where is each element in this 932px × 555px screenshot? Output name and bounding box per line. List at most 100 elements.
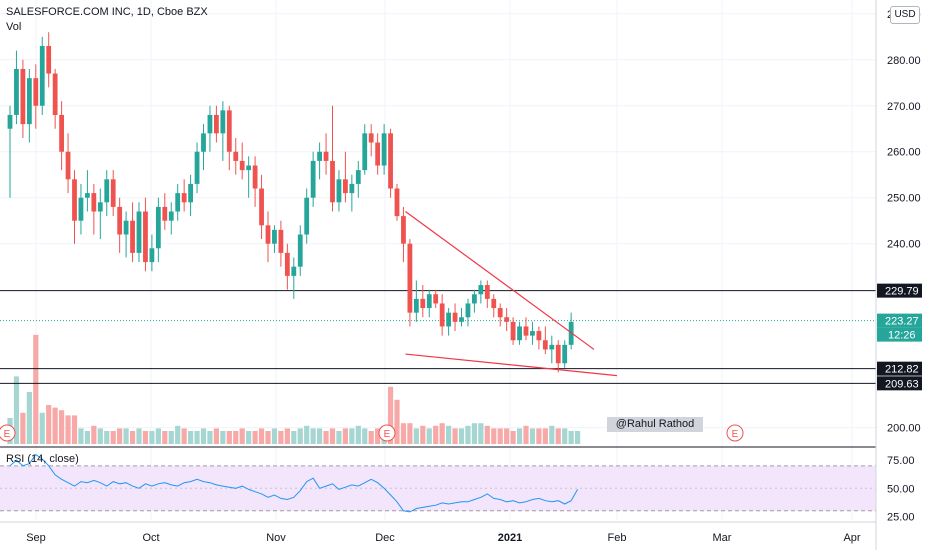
volume-bar	[529, 428, 536, 444]
candle-body	[162, 206, 168, 221]
earnings-marker-label: E	[732, 429, 739, 440]
candle-body	[375, 142, 381, 166]
candle-body	[207, 114, 213, 134]
volume-bar	[516, 428, 523, 444]
volume-bar	[317, 428, 323, 444]
volume-bar	[355, 425, 361, 444]
earnings-marker-label: E	[384, 429, 391, 440]
x-tick-label: Apr	[843, 532, 860, 544]
volume-bar	[265, 431, 271, 444]
candle-body	[362, 133, 368, 171]
candle-body	[530, 331, 535, 336]
candle-body	[14, 68, 19, 115]
volume-bar	[478, 423, 484, 444]
volume-bar	[258, 428, 265, 444]
volume-bar	[252, 431, 258, 444]
volume-bar	[123, 428, 129, 444]
volume-bar	[278, 431, 284, 444]
volume-bar	[84, 431, 90, 444]
rsi-label: RSI (14, close)	[6, 453, 79, 465]
candle-body	[168, 211, 174, 221]
volume-bar	[207, 431, 213, 444]
candle-body	[130, 220, 135, 253]
volume-bar	[471, 423, 477, 444]
candle-body	[504, 317, 510, 322]
candle-body	[175, 193, 181, 212]
volume-bar	[291, 431, 297, 444]
candle-body	[26, 78, 32, 125]
candle-body	[272, 229, 277, 244]
x-tick-label: 2021	[498, 532, 522, 544]
rsi-series-line	[9, 453, 579, 513]
candle-body	[562, 344, 568, 364]
candle-body	[343, 179, 348, 194]
volume-bar	[362, 428, 368, 444]
volume-bar	[59, 410, 65, 444]
candle-body	[181, 193, 187, 203]
candle-body	[214, 114, 219, 134]
candle-body	[259, 188, 264, 226]
volume-bar	[304, 425, 310, 444]
volume-bar	[194, 431, 200, 444]
volume-bar	[46, 405, 52, 444]
volume-bar	[220, 431, 226, 444]
volume-bar	[239, 428, 245, 444]
currency-button[interactable]: USD	[890, 6, 920, 24]
candle-body	[420, 298, 426, 309]
candle-body	[226, 110, 232, 152]
volume-bar	[368, 431, 374, 444]
candle-body	[246, 165, 252, 171]
candle-body	[459, 317, 464, 322]
lower-trendline	[405, 353, 618, 377]
volume-bar	[452, 428, 458, 444]
candle-body	[446, 312, 451, 327]
volume-bar	[97, 428, 103, 444]
level-label-209-text: 209.63	[885, 378, 919, 390]
candle-body	[407, 243, 413, 313]
candle-body	[491, 298, 497, 309]
candle-body	[330, 160, 335, 203]
volume-bar	[426, 428, 432, 444]
candle-body	[381, 133, 387, 166]
candle-body	[52, 73, 58, 115]
rsi-tick-label: 25.00	[887, 511, 915, 523]
candle-body	[388, 133, 393, 189]
x-tick-label: Sep	[26, 532, 46, 544]
candle-body	[239, 160, 245, 171]
volume-bar	[458, 428, 465, 444]
volume-bar	[129, 431, 136, 444]
volume-bar	[155, 428, 161, 444]
candle-body	[349, 183, 355, 194]
y-tick-label: 240.00	[887, 239, 921, 251]
earnings-marker-0	[0, 424, 16, 442]
candle-body	[542, 340, 548, 350]
x-tick-label: Dec	[375, 532, 395, 544]
volume-bar	[91, 425, 97, 444]
volume-bar	[375, 428, 381, 444]
candle-body	[472, 294, 477, 304]
rsi-tick-label: 50.00	[887, 483, 915, 495]
candle-body	[368, 133, 374, 143]
y-tick-label: 260.00	[887, 147, 921, 159]
candle-body	[284, 252, 290, 276]
candle-body	[433, 294, 439, 304]
candle-body	[143, 211, 148, 263]
volume-bar	[542, 428, 548, 444]
volume-bar	[181, 428, 187, 444]
candle-body	[536, 331, 542, 341]
volume-bar	[349, 428, 355, 444]
candle-body	[304, 197, 310, 235]
x-tick-label: Mar	[713, 532, 732, 544]
volume-bar	[168, 431, 174, 444]
volume-bar	[226, 431, 232, 444]
volume-bar	[271, 428, 278, 444]
volume-bar	[575, 431, 581, 444]
volume-bar	[387, 386, 394, 444]
volume-bar	[110, 431, 116, 444]
candle-body	[33, 78, 39, 106]
volume-bar	[465, 425, 471, 444]
candle-body	[452, 312, 458, 322]
candle-body	[233, 151, 239, 161]
volume-bar	[188, 431, 194, 444]
